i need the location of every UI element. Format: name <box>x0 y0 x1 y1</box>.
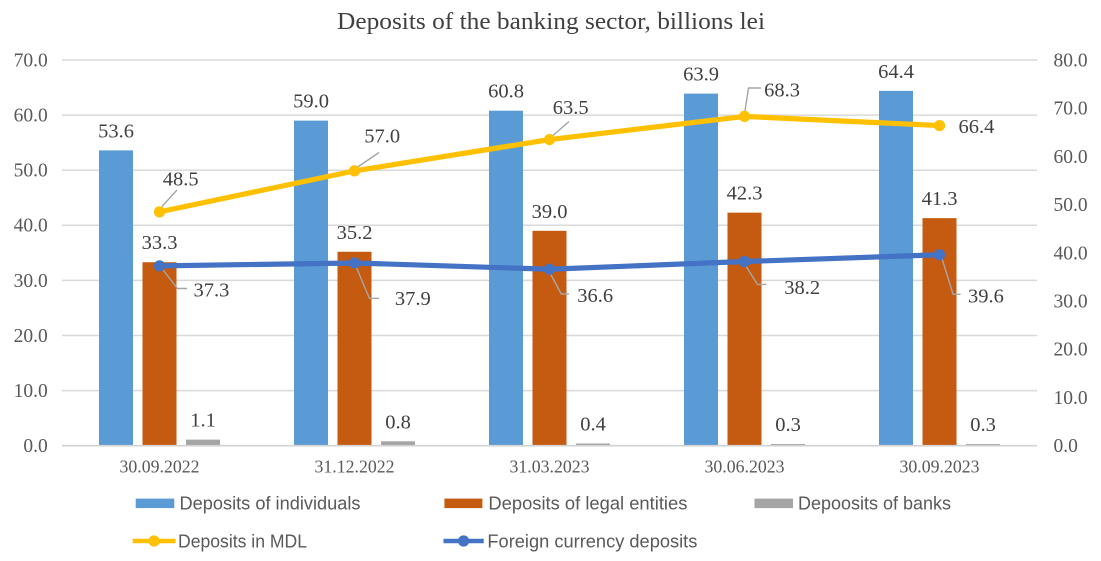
svg-text:Depoosits of banks: Depoosits of banks <box>798 493 951 514</box>
svg-text:57.0: 57.0 <box>364 125 400 147</box>
svg-text:0.0: 0.0 <box>23 436 47 457</box>
svg-text:10.0: 10.0 <box>1054 388 1088 409</box>
svg-text:30.06.2023: 30.06.2023 <box>705 457 785 477</box>
svg-text:1.1: 1.1 <box>190 410 216 432</box>
svg-text:0.3: 0.3 <box>775 414 801 436</box>
svg-text:66.4: 66.4 <box>959 116 995 138</box>
svg-text:63.9: 63.9 <box>683 64 719 86</box>
svg-text:30.09.2022: 30.09.2022 <box>120 457 200 477</box>
svg-text:37.9: 37.9 <box>395 288 431 310</box>
svg-text:Deposits of legal entities: Deposits of legal entities <box>488 493 687 514</box>
svg-text:31.12.2022: 31.12.2022 <box>315 457 395 477</box>
svg-text:31.03.2023: 31.03.2023 <box>510 457 590 477</box>
svg-text:39.6: 39.6 <box>968 285 1004 307</box>
svg-text:0.4: 0.4 <box>580 414 606 436</box>
svg-text:0.8: 0.8 <box>385 411 411 433</box>
svg-text:Deposits in MDL: Deposits in MDL <box>178 531 307 552</box>
svg-text:37.3: 37.3 <box>194 279 230 301</box>
svg-text:20.0: 20.0 <box>1054 340 1088 361</box>
svg-text:20.0: 20.0 <box>14 326 48 347</box>
svg-text:60.0: 60.0 <box>14 106 48 127</box>
svg-text:48.5: 48.5 <box>163 168 199 190</box>
svg-text:30.09.2023: 30.09.2023 <box>900 457 980 477</box>
svg-text:60.8: 60.8 <box>488 81 524 103</box>
svg-text:59.0: 59.0 <box>293 91 329 113</box>
svg-text:42.3: 42.3 <box>727 183 763 205</box>
svg-text:70.0: 70.0 <box>1054 99 1088 120</box>
svg-text:60.0: 60.0 <box>1054 147 1088 168</box>
svg-text:Deposits of individuals: Deposits of individuals <box>180 493 361 514</box>
svg-text:41.3: 41.3 <box>922 188 958 210</box>
svg-text:0.3: 0.3 <box>970 414 996 436</box>
svg-text:40.0: 40.0 <box>14 216 48 237</box>
svg-text:40.0: 40.0 <box>1054 243 1088 264</box>
svg-text:50.0: 50.0 <box>1054 195 1088 216</box>
svg-text:30.0: 30.0 <box>14 271 48 292</box>
svg-text:30.0: 30.0 <box>1054 291 1088 312</box>
svg-text:39.0: 39.0 <box>532 201 568 223</box>
svg-text:0.0: 0.0 <box>1054 436 1078 457</box>
svg-text:64.4: 64.4 <box>878 61 914 83</box>
svg-text:50.0: 50.0 <box>14 161 48 182</box>
svg-text:68.3: 68.3 <box>764 80 800 102</box>
svg-text:38.2: 38.2 <box>784 277 820 299</box>
svg-text:70.0: 70.0 <box>14 50 48 71</box>
svg-text:10.0: 10.0 <box>14 381 48 402</box>
svg-text:Deposits of the banking sector: Deposits of the banking sector, billions… <box>337 9 765 35</box>
svg-text:Foreign currency deposits: Foreign currency deposits <box>487 531 697 552</box>
svg-text:63.5: 63.5 <box>553 97 589 119</box>
svg-text:80.0: 80.0 <box>1054 50 1088 71</box>
svg-text:53.6: 53.6 <box>98 120 134 142</box>
svg-text:35.2: 35.2 <box>337 222 373 244</box>
svg-text:33.3: 33.3 <box>142 232 178 254</box>
svg-text:36.6: 36.6 <box>577 285 613 307</box>
